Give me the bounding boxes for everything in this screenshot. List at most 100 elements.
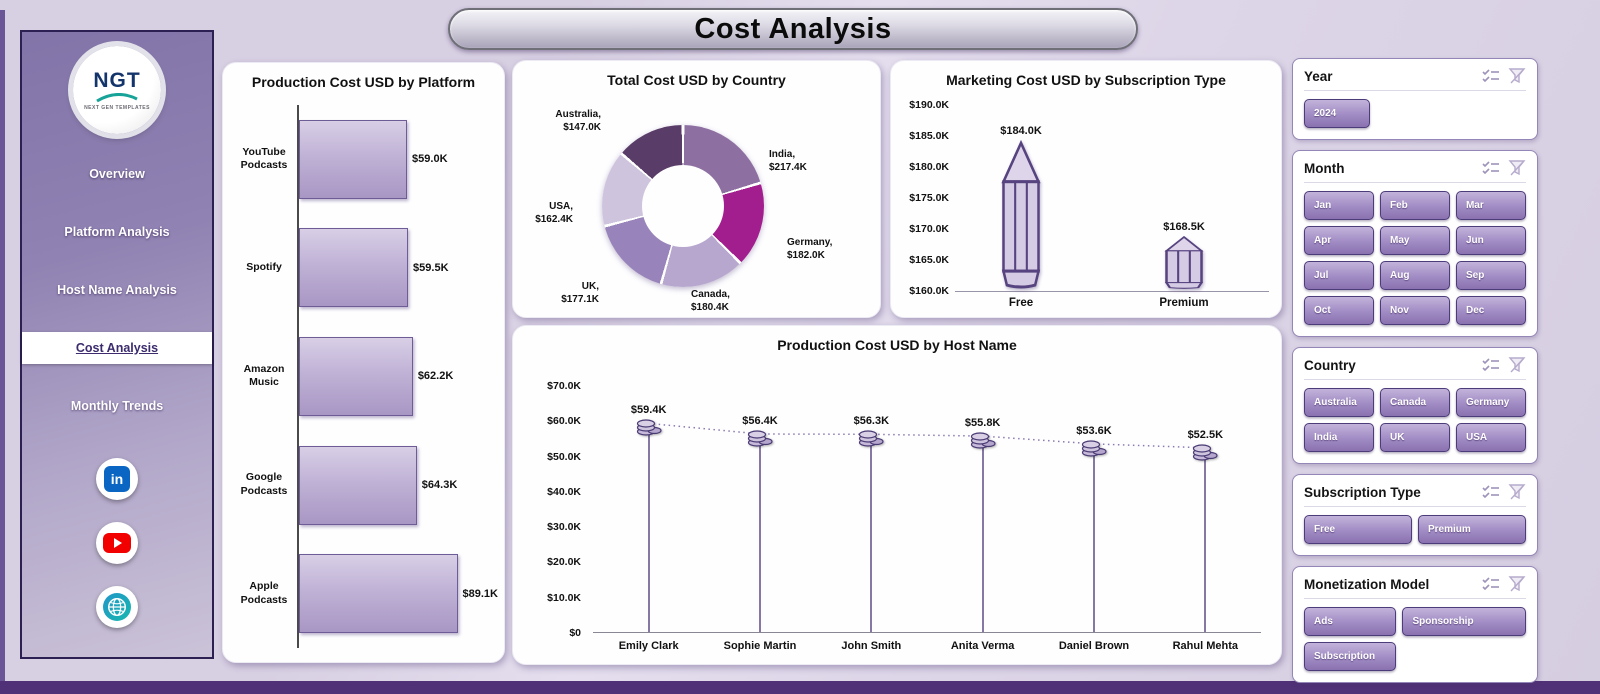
chart-title: Production Cost USD by Platform: [251, 74, 476, 90]
filter-monetization-ads[interactable]: Ads: [1304, 607, 1397, 636]
bar-row: Apple Podcasts $89.1K: [231, 539, 498, 648]
select-all-icon[interactable]: [1481, 484, 1501, 500]
filter-month-oct[interactable]: Oct: [1304, 296, 1374, 325]
x-category-label: Daniel Brown: [1058, 640, 1130, 652]
x-category-label: Sophie Martin: [723, 640, 797, 652]
logo-text: NGT: [93, 69, 141, 92]
filter-month-jan[interactable]: Jan: [1304, 191, 1374, 220]
website-button[interactable]: [96, 586, 138, 628]
filter-subscription-premium[interactable]: Premium: [1418, 515, 1526, 544]
bar-value-label: $64.3K: [421, 479, 458, 492]
y-tick-label: $160.0K: [909, 285, 949, 297]
filter-panel: Year 2024 Month Jan Feb Mar: [1292, 58, 1538, 683]
youtube-icon: [103, 533, 131, 553]
coins-icon: [970, 432, 996, 449]
bar-value-label: $62.2K: [417, 370, 454, 383]
filter-card-country: Country Australia Canada Germany India U…: [1292, 347, 1538, 464]
filter-country-australia[interactable]: Australia: [1304, 388, 1374, 417]
filter-card-year: Year 2024: [1292, 58, 1538, 140]
filter-country-india[interactable]: India: [1304, 423, 1374, 452]
coins-icon: [859, 430, 884, 447]
country-donut[interactable]: [602, 125, 764, 287]
y-tick-label: $10.0K: [547, 592, 581, 604]
clear-filter-icon[interactable]: [1508, 356, 1526, 374]
filter-country-uk[interactable]: UK: [1379, 423, 1450, 452]
sidebar-item-overview[interactable]: Overview: [89, 167, 145, 181]
filter-month-mar[interactable]: Mar: [1455, 191, 1526, 220]
category-label: Apple Podcasts: [240, 580, 288, 606]
filter-monetization-sponsorship[interactable]: Sponsorship: [1402, 607, 1526, 636]
host-column[interactable]: $53.6K: [1038, 386, 1149, 632]
host-column[interactable]: $56.3K: [816, 386, 927, 632]
platform-bar[interactable]: [299, 445, 417, 525]
y-tick-label: $175.0K: [909, 192, 949, 204]
host-column[interactable]: $55.8K: [927, 386, 1038, 632]
select-all-icon[interactable]: [1481, 576, 1501, 592]
host-column[interactable]: $56.4K: [704, 386, 815, 632]
select-all-icon[interactable]: [1481, 160, 1501, 176]
filter-month-dec[interactable]: Dec: [1455, 296, 1526, 325]
pictogram-value-label: $184.0K: [1000, 125, 1042, 137]
clear-filter-icon[interactable]: [1508, 483, 1526, 501]
stem-line: [647, 432, 650, 632]
x-axis-line: [955, 291, 1269, 292]
filter-subscription-free[interactable]: Free: [1304, 515, 1412, 544]
filter-country-usa[interactable]: USA: [1455, 423, 1526, 452]
platform-bar[interactable]: [299, 336, 413, 416]
coins-icon: [747, 430, 773, 447]
filter-country-germany[interactable]: Germany: [1455, 388, 1526, 417]
bar-value-label: $59.0K: [412, 153, 448, 166]
clear-filter-icon[interactable]: [1508, 575, 1526, 593]
filter-title: Monetization Model: [1304, 576, 1430, 592]
filter-month-jul[interactable]: Jul: [1304, 261, 1374, 290]
category-label: Amazon Music: [243, 362, 285, 389]
filter-title: Year: [1304, 68, 1333, 84]
platform-bar[interactable]: [299, 119, 408, 199]
host-value-label: $53.6K: [1076, 425, 1112, 437]
sidebar-item-monthly-trends[interactable]: Monthly Trends: [70, 399, 164, 413]
filter-card-month: Month Jan Feb Mar Apr May Jun Jul Aug Se…: [1292, 150, 1538, 337]
host-value-label: $52.5K: [1187, 429, 1224, 441]
stem-line: [981, 445, 984, 632]
select-all-icon[interactable]: [1481, 357, 1501, 373]
platform-bar[interactable]: [299, 228, 409, 308]
chart-title: Production Cost USD by Host Name: [777, 337, 1017, 353]
filter-month-nov[interactable]: Nov: [1379, 296, 1450, 325]
platform-bar[interactable]: [299, 554, 458, 634]
y-tick-label: $180.0K: [909, 161, 949, 173]
filter-month-aug[interactable]: Aug: [1379, 261, 1450, 290]
filter-month-jun[interactable]: Jun: [1455, 226, 1526, 255]
filter-year-2024[interactable]: 2024: [1304, 99, 1370, 128]
stem-line: [758, 443, 761, 632]
filter-title: Country: [1304, 357, 1356, 373]
filter-month-may[interactable]: May: [1379, 226, 1450, 255]
sidebar-item-host-name-analysis[interactable]: Host Name Analysis: [57, 283, 177, 297]
linkedin-button[interactable]: in: [96, 458, 138, 500]
youtube-button[interactable]: [96, 522, 138, 564]
y-tick-label: $60.0K: [547, 415, 581, 427]
social-links: in: [96, 458, 138, 628]
sidebar-item-cost-analysis[interactable]: Cost Analysis: [22, 332, 212, 364]
coins-icon: [636, 419, 662, 436]
clear-filter-icon[interactable]: [1508, 159, 1526, 177]
sidebar: NGT NEXT GEN TEMPLATES Overview Platform…: [20, 30, 214, 659]
left-edge-strip: [0, 10, 5, 694]
chart-title: Total Cost USD by Country: [607, 72, 786, 88]
slice-label-usa: USA, $162.4K: [535, 201, 573, 225]
select-all-icon[interactable]: [1481, 68, 1501, 84]
clear-filter-icon[interactable]: [1508, 67, 1526, 85]
chart-title: Marketing Cost USD by Subscription Type: [946, 72, 1226, 88]
filter-title: Subscription Type: [1304, 484, 1421, 500]
filter-month-apr[interactable]: Apr: [1304, 226, 1374, 255]
host-column[interactable]: $59.4K: [593, 386, 704, 632]
filter-monetization-subscription[interactable]: Subscription: [1304, 642, 1397, 671]
pencil-pictogram[interactable]: [996, 140, 1046, 289]
filter-month-sep[interactable]: Sep: [1455, 261, 1526, 290]
filter-month-feb[interactable]: Feb: [1379, 191, 1450, 220]
host-column[interactable]: $52.5K: [1150, 386, 1261, 632]
x-category-label: Emily Clark: [618, 640, 679, 652]
sidebar-item-platform-analysis[interactable]: Platform Analysis: [64, 225, 170, 239]
filter-card-monetization-model: Monetization Model Ads Sponsorship Subsc…: [1292, 566, 1538, 683]
filter-country-canada[interactable]: Canada: [1379, 388, 1450, 417]
pencil-pictogram[interactable]: [1159, 236, 1209, 289]
